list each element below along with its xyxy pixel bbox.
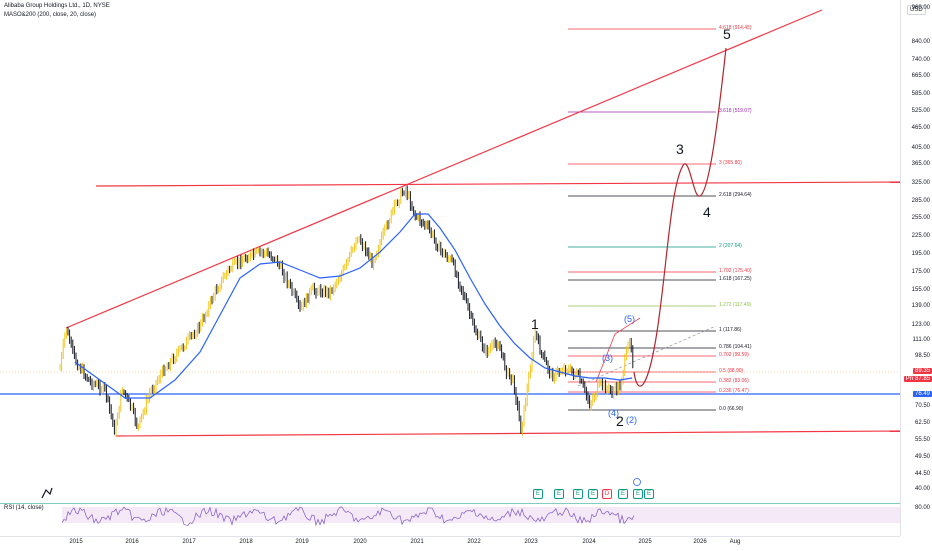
time-label: 2020: [353, 539, 367, 545]
time-label: 2022: [467, 539, 481, 545]
plus-icon: [633, 478, 641, 486]
price-label: 255.00: [911, 215, 930, 221]
last-price-tag: 89.35: [912, 368, 932, 374]
wave-2-label: 2: [616, 413, 624, 429]
pre-market-flag: Pre: [903, 376, 917, 382]
event-marker: E: [633, 489, 643, 499]
price-label: 285.00: [911, 198, 930, 204]
pre-market-price-tag: 87.85: [912, 376, 932, 382]
price-label: 960.00: [911, 5, 930, 11]
rsi-pane[interactable]: [0, 503, 900, 536]
currency-button[interactable]: USD: [907, 5, 926, 15]
time-label: 2019: [295, 539, 309, 545]
price-label: 155.00: [911, 287, 930, 293]
price-label: 55.50: [914, 437, 930, 443]
fib-label: 2.618 (294.64): [719, 192, 752, 198]
fib-label: 0.702 (99.59): [719, 352, 749, 358]
price-label: 740.00: [911, 57, 930, 63]
fib-label: 1 (117.86): [719, 327, 742, 333]
time-label: 2021: [410, 539, 424, 545]
time-axis[interactable]: 2015 2016 2017 2018 2019 2020 2021 2022 2023 2024…: [0, 536, 900, 551]
price-axis[interactable]: USD 960.00 840.00 740.00 665.00 585.00 525.00…: [900, 0, 932, 536]
moving-average-200: [74, 213, 633, 399]
upper-trendline: [65, 9, 823, 329]
price-label: 405.00: [911, 145, 930, 151]
price-label: 465.00: [911, 125, 930, 131]
fib-label: 0.236 (76.47): [719, 388, 749, 394]
fib-label: 1.702 (175.40): [719, 268, 752, 274]
fib-label: 2 (207.64): [719, 243, 742, 249]
event-marker: E: [533, 489, 543, 499]
price-label: 225.00: [911, 233, 930, 239]
price-label: 195.00: [911, 251, 930, 257]
time-label: 2025: [638, 539, 652, 545]
resistance-line: [95, 181, 900, 187]
rsi-legend: RSI (14, close): [4, 505, 44, 511]
indicator-legend: MASO&200 (200, close, 20, close): [4, 12, 97, 18]
wave-1-label: 1: [531, 316, 539, 332]
price-label: 525.00: [911, 108, 930, 114]
fib-label: 3 (365.80): [719, 160, 742, 166]
symbol-title: Alibaba Group Holdings Ltd., 1D, NYSE: [4, 3, 110, 9]
event-marker: E: [618, 489, 628, 499]
time-label: 2026: [693, 539, 707, 545]
price-label: 840.00: [911, 39, 930, 45]
price-label: 325.00: [911, 180, 930, 186]
price-label: 123.00: [911, 322, 930, 328]
wave-3-label: 3: [676, 141, 684, 157]
time-label: 2023: [524, 539, 538, 545]
price-label: 365.00: [911, 161, 930, 167]
ma-price-tag: 76.49: [912, 391, 932, 397]
price-label: 665.00: [911, 73, 930, 79]
event-marker: E: [573, 489, 583, 499]
price-label: 44.50: [914, 471, 930, 477]
projection-dashed-line: [577, 325, 717, 387]
fib-label: 4.618 (914.45): [719, 25, 752, 31]
fib-label: 3.618 (519.07): [719, 108, 752, 114]
event-marker: E: [644, 489, 654, 499]
price-label: 111.00: [912, 337, 930, 343]
event-marker: E: [588, 489, 598, 499]
lower-trendline: [115, 430, 900, 437]
price-label: 175.00: [911, 269, 930, 275]
price-label: 139.00: [911, 303, 930, 309]
price-label: 70.50: [914, 403, 930, 409]
time-label: Aug: [729, 539, 741, 545]
event-marker: E: [554, 489, 564, 499]
price-label: 49.50: [914, 454, 930, 460]
projected-wave-path: [633, 47, 727, 387]
price-label: 585.00: [911, 91, 930, 97]
fib-label: 1.272 (117.49): [719, 302, 752, 308]
price-label: 98.50: [914, 353, 930, 359]
time-label: 2016: [125, 539, 139, 545]
time-label: 2018: [239, 539, 253, 545]
subwave-2-label: (2): [626, 415, 637, 425]
time-label: 2024: [582, 539, 596, 545]
rsi-line: [61, 506, 635, 527]
subwave-3-label: (3): [602, 353, 613, 363]
price-chart[interactable]: [0, 0, 900, 500]
fib-label: 0.786 (104.41): [719, 344, 752, 350]
tradingview-logo-icon: [41, 487, 53, 499]
rsi-level-label: 80.00: [914, 505, 930, 511]
fib-label: 0.382 (83.06): [719, 378, 749, 384]
subwave-4-label: (4): [608, 408, 619, 418]
time-label: 2015: [69, 539, 83, 545]
wave-4-label: 4: [703, 204, 711, 220]
subwave-5-label: (5): [624, 314, 635, 324]
fib-label: 0.0 (66.90): [719, 406, 744, 412]
fib-label: 0.5 (88.90): [719, 368, 744, 374]
event-marker: D: [602, 489, 612, 499]
subwave-channel: [595, 317, 641, 383]
price-label: 40.00: [914, 486, 930, 492]
price-label: 62.50: [914, 420, 930, 426]
fib-label: 1.618 (167.25): [719, 276, 752, 282]
wave-5-label: 5: [723, 26, 731, 42]
time-label: 2017: [182, 539, 196, 545]
